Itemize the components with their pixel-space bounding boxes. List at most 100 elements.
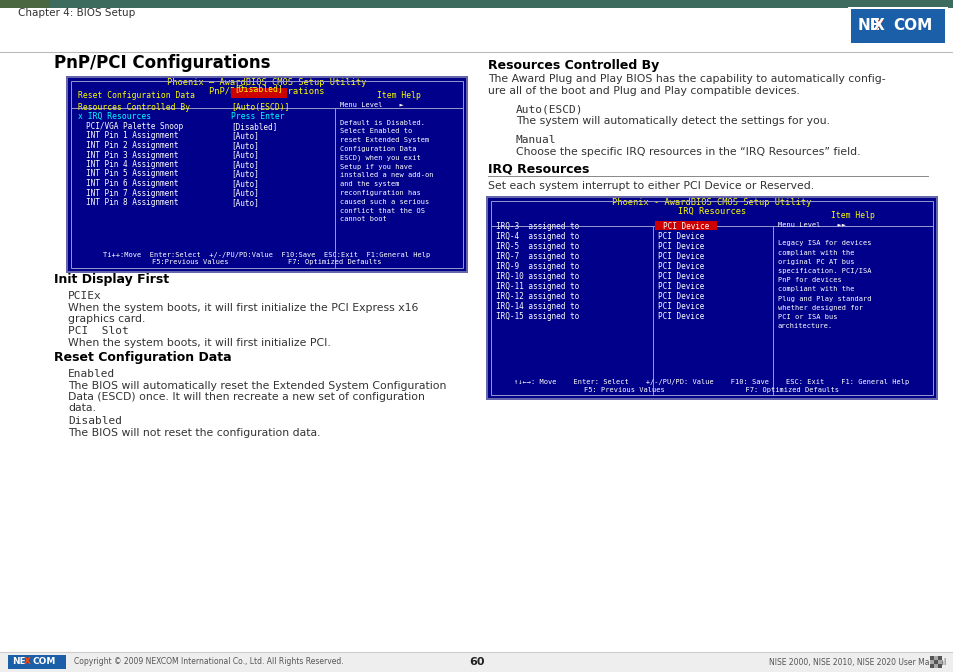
Text: IRQ-3  assigned to: IRQ-3 assigned to [496, 222, 578, 231]
Text: ESCD) when you exit: ESCD) when you exit [339, 155, 420, 161]
Text: COM: COM [892, 19, 931, 34]
Text: Resources Controlled By: Resources Controlled By [78, 103, 190, 112]
Text: IRQ-12 assigned to: IRQ-12 assigned to [496, 292, 578, 301]
Bar [485, 196, 937, 400]
Text: x IRQ Resources: x IRQ Resources [78, 112, 151, 121]
Text: F5:Previous Values              F7: Optimized Defaults: F5:Previous Values F7: Optimized Default… [152, 259, 381, 265]
Text: installed a new add-on: installed a new add-on [339, 173, 433, 178]
Text: compliant with the: compliant with the [778, 249, 854, 255]
Text: PnP/PCI Configurations: PnP/PCI Configurations [54, 54, 271, 72]
Text: PnP/PCI Configurations: PnP/PCI Configurations [209, 87, 324, 96]
Text: Enabled: Enabled [68, 369, 115, 379]
Text: [Auto]: [Auto] [231, 198, 258, 207]
Text: PCI Device: PCI Device [658, 232, 703, 241]
Bar [68, 78, 465, 271]
Text: Reset Configuration Data: Reset Configuration Data [78, 91, 194, 100]
Text: IRQ-7  assigned to: IRQ-7 assigned to [496, 252, 578, 261]
Text: IRQ Resources: IRQ Resources [488, 162, 589, 175]
Text: whether designed for: whether designed for [778, 305, 862, 310]
Text: compliant with the: compliant with the [778, 286, 854, 292]
Text: reconfiguration has: reconfiguration has [339, 190, 420, 196]
Bar [937, 664, 941, 668]
Text: NE: NE [857, 19, 881, 34]
Text: PCI Device: PCI Device [658, 252, 703, 261]
Text: PCI Device: PCI Device [658, 312, 703, 321]
Text: Set each system interrupt to either PCI Device or Reserved.: Set each system interrupt to either PCI … [488, 181, 813, 191]
Bar [850, 9, 944, 43]
Text: Data (ESCD) once. It will then recreate a new set of configuration: Data (ESCD) once. It will then recreate … [68, 392, 424, 402]
Bar [933, 664, 937, 668]
Text: When the system boots, it will first initialize PCI.: When the system boots, it will first ini… [68, 338, 331, 348]
Bar [937, 656, 941, 660]
Text: Reset Configuration Data: Reset Configuration Data [54, 351, 232, 364]
Text: The BIOS will automatically reset the Extended System Configuration: The BIOS will automatically reset the Ex… [68, 381, 446, 391]
Text: IRQ-4  assigned to: IRQ-4 assigned to [496, 232, 578, 241]
Text: Init Display First: Init Display First [54, 273, 169, 286]
Text: Resources Controlled By: Resources Controlled By [488, 59, 659, 72]
Text: IRQ-15 assigned to: IRQ-15 assigned to [496, 312, 578, 321]
Text: reset Extended System: reset Extended System [339, 137, 429, 143]
Bar [655, 221, 717, 230]
Text: INT Pin 8 Assignment: INT Pin 8 Assignment [86, 198, 178, 207]
Text: ↑↓←→: Move    Enter: Select    +/-/PU/PD: Value    F10: Save    ESC: Exit    F1:: ↑↓←→: Move Enter: Select +/-/PU/PD: Valu… [514, 379, 908, 385]
Text: Manual: Manual [516, 135, 556, 145]
Text: IRQ Resources: IRQ Resources [678, 207, 745, 216]
Bar [71, 81, 462, 268]
Text: PCI  Slot: PCI Slot [68, 326, 129, 336]
Text: architecture.: architecture. [778, 323, 832, 329]
Text: Default is Disabled.: Default is Disabled. [339, 120, 424, 126]
Text: Auto(ESCD): Auto(ESCD) [516, 104, 583, 114]
Text: conflict that the OS: conflict that the OS [339, 208, 424, 214]
Text: When the system boots, it will first initialize the PCI Express x16: When the system boots, it will first ini… [68, 303, 418, 313]
Text: [Auto]: [Auto] [231, 132, 258, 140]
Text: IRQ-9  assigned to: IRQ-9 assigned to [496, 262, 578, 271]
Bar [491, 201, 932, 395]
Text: X: X [24, 657, 30, 667]
Text: cannot boot: cannot boot [339, 216, 386, 222]
Bar [231, 88, 287, 98]
Bar [937, 660, 941, 664]
Text: F5: Previous Values                   F7: Optimized Defaults: F5: Previous Values F7: Optimized Defaul… [584, 387, 839, 393]
Text: PCI Device: PCI Device [658, 272, 703, 281]
Text: Ti++:Move  Enter:Select  +/-/PU/PD:Value  F10:Save  ESC:Exit  F1:General Help: Ti++:Move Enter:Select +/-/PU/PD:Value F… [103, 252, 430, 258]
Text: Configuration Data: Configuration Data [339, 146, 416, 152]
Bar [488, 198, 935, 398]
Text: 60: 60 [469, 657, 484, 667]
Text: ✗: ✗ [872, 19, 883, 33]
Bar [929, 656, 933, 660]
Text: original PC AT bus: original PC AT bus [778, 259, 854, 265]
Text: Menu Level    ►►: Menu Level ►► [778, 222, 845, 228]
Text: PCI Device: PCI Device [658, 262, 703, 271]
Bar [929, 660, 933, 664]
Text: PnP for devices: PnP for devices [778, 277, 841, 283]
Text: Setup if you have: Setup if you have [339, 163, 412, 169]
Text: The Award Plug and Play BIOS has the capability to automatically config-: The Award Plug and Play BIOS has the cap… [488, 74, 884, 84]
Text: Plug and Play standard: Plug and Play standard [778, 296, 871, 302]
Text: PCI Device: PCI Device [662, 222, 708, 231]
Text: Item Help: Item Help [376, 91, 420, 100]
Text: INT Pin 7 Assignment: INT Pin 7 Assignment [86, 189, 178, 198]
Text: INT Pin 2 Assignment: INT Pin 2 Assignment [86, 141, 178, 150]
Text: and the system: and the system [339, 181, 399, 187]
Bar [0, 0, 953, 8]
Text: [Auto]: [Auto] [231, 141, 258, 150]
Text: Press Enter: Press Enter [231, 112, 284, 121]
Text: ure all of the boot and Plug and Play compatible devices.: ure all of the boot and Plug and Play co… [488, 86, 799, 96]
Text: Disabled: Disabled [68, 416, 122, 426]
Text: [Disabled]: [Disabled] [231, 122, 277, 131]
Text: caused such a serious: caused such a serious [339, 199, 429, 205]
Text: Chapter 4: BIOS Setup: Chapter 4: BIOS Setup [18, 8, 135, 18]
Text: COM: COM [33, 657, 56, 667]
Text: NE: NE [12, 657, 26, 667]
Text: PCI Device: PCI Device [658, 302, 703, 311]
Text: IRQ-10 assigned to: IRQ-10 assigned to [496, 272, 578, 281]
Text: PCI Device: PCI Device [658, 292, 703, 301]
Text: PCI or ISA bus: PCI or ISA bus [778, 314, 837, 320]
Text: Choose the specific IRQ resources in the “IRQ Resources” field.: Choose the specific IRQ resources in the… [516, 147, 860, 157]
Text: IRQ-14 assigned to: IRQ-14 assigned to [496, 302, 578, 311]
Text: PCIEx: PCIEx [68, 291, 102, 301]
Text: The system will automatically detect the settings for you.: The system will automatically detect the… [516, 116, 829, 126]
Bar [933, 660, 937, 664]
Text: INT Pin 1 Assignment: INT Pin 1 Assignment [86, 132, 178, 140]
Text: [Auto]: [Auto] [231, 179, 258, 188]
